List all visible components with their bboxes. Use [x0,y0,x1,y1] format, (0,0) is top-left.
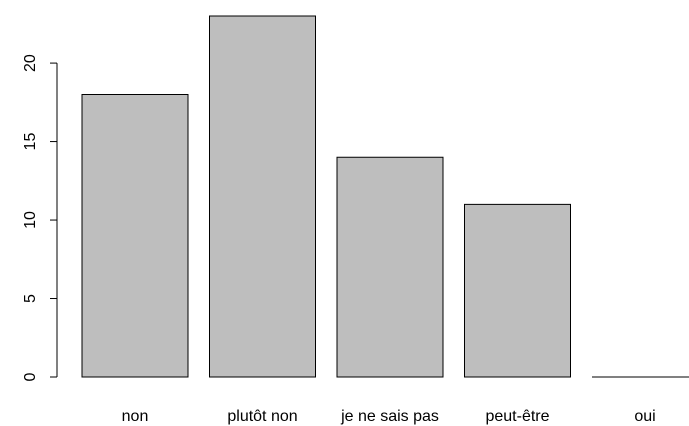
x-tick-label: je ne sais pas [340,408,439,425]
bar [81,93,189,378]
y-tick-label: 15 [22,133,39,151]
x-tick-label: non [122,408,149,425]
y-tick-label: 0 [22,372,39,381]
x-tick-label: peut-être [485,408,549,425]
bar [464,203,571,378]
bar [209,15,316,378]
x-tick-label: oui [634,408,655,425]
x-tick-label: plutôt non [227,408,297,425]
y-tick-label: 10 [22,211,39,229]
y-tick-label: 20 [22,54,39,72]
y-tick-label: 5 [22,294,39,303]
bar [336,156,444,378]
